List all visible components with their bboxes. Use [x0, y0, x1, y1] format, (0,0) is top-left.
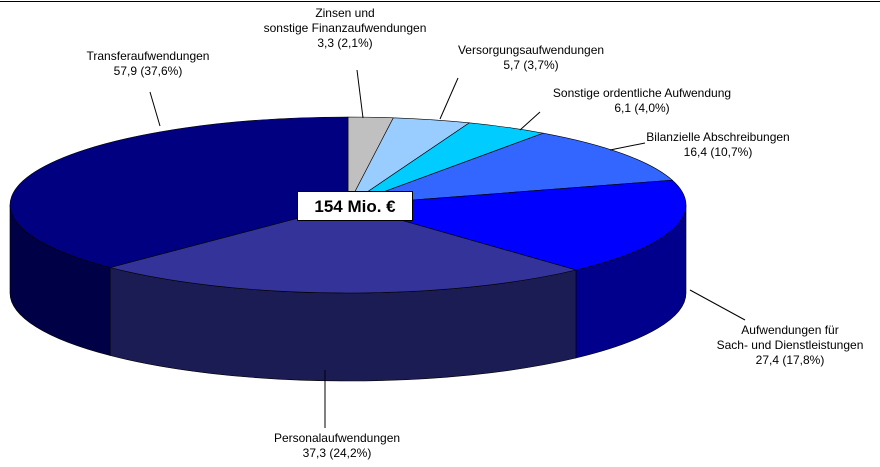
slice-value: 6,1 (4,0%) — [614, 101, 670, 115]
slice — [108, 204, 578, 294]
slice-label: Transferaufwendungen 57,9 (37,6%) — [38, 49, 258, 79]
slice-value: 27,4 (17,8%) — [755, 353, 825, 367]
slice-name: Aufwendungen für Sach- und Dienstleistun… — [716, 323, 864, 352]
slice-label: Personalaufwendungen 37,3 (24,2%) — [227, 431, 447, 461]
slice-label: Sonstige ordentliche Aufwendung 6,1 (4,0%… — [532, 86, 752, 116]
slice-label: Zinsen und sonstige Finanzaufwendungen 3,… — [235, 6, 455, 51]
slice-name: Versorgungsaufwendungen — [457, 43, 605, 57]
slice-label: Aufwendungen für Sach- und Dienstleistun… — [680, 323, 880, 368]
leader-line — [149, 91, 161, 127]
leader-line — [356, 69, 364, 119]
leader-line — [609, 142, 646, 151]
slice-value: 37,3 (24,2%) — [302, 446, 372, 460]
top-faces — [9, 116, 687, 294]
slice-label: Bilanzielle Abschreibungen 16,4 (10,7%) — [608, 130, 828, 160]
slice-value: 16,4 (10,7%) — [683, 145, 753, 159]
slice-name: Bilanzielle Abschreibungen — [646, 130, 790, 144]
slice-label: Versorgungsaufwendungen 5,7 (3,7%) — [421, 43, 641, 73]
leader-line — [519, 111, 541, 131]
leader-line — [689, 289, 746, 321]
slice-value: 3,3 (2,1%) — [317, 36, 373, 50]
total-label: 154 Mio. € — [297, 191, 413, 221]
slice — [347, 132, 673, 206]
slice-name: Personalaufwendungen — [273, 431, 401, 445]
leader-line — [439, 77, 459, 120]
slice-value: 57,9 (37,6%) — [113, 64, 183, 78]
slice-value: 5,7 (3,7%) — [503, 58, 559, 72]
slice — [9, 116, 349, 268]
slice-name: Transferaufwendungen — [86, 49, 210, 63]
slice-name: Zinsen und sonstige Finanzaufwendungen — [263, 6, 427, 35]
slice — [347, 179, 687, 271]
slice-name: Sonstige ordentliche Aufwendung — [552, 86, 732, 100]
